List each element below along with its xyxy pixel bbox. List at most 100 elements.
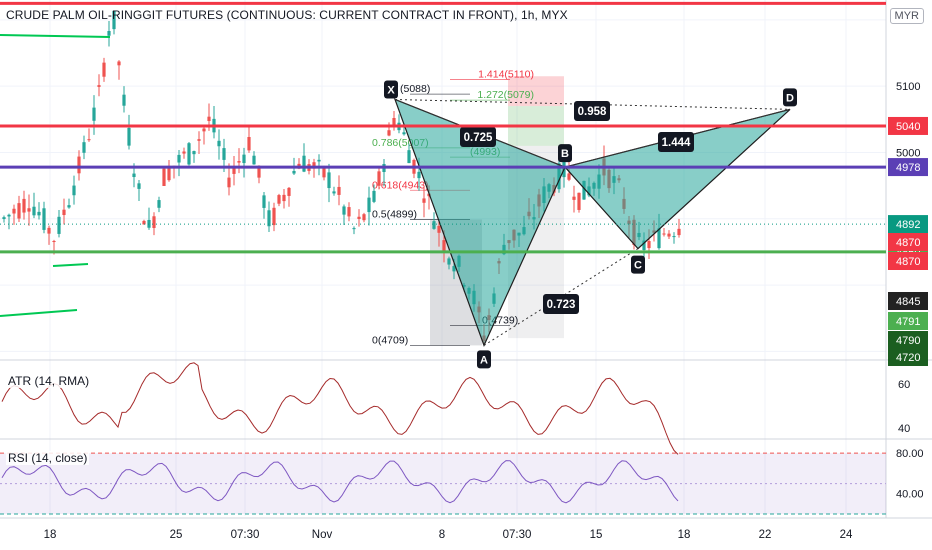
rsi-indicator-label[interactable]: RSI (14, close) — [6, 451, 90, 465]
chart-title: CRUDE PALM OIL-RINGGIT FUTURES (CONTINUO… — [6, 8, 568, 22]
ratio-box — [460, 127, 496, 147]
pattern-point-a: A — [480, 354, 488, 366]
stop-box — [508, 76, 564, 107]
time-tick-label: Nov — [312, 529, 333, 541]
candle — [242, 147, 246, 178]
candle-body — [137, 183, 141, 189]
candle-body — [437, 225, 441, 233]
candle-body — [302, 155, 306, 172]
candle-body — [392, 118, 396, 127]
candle-body — [677, 228, 681, 236]
candle — [202, 126, 206, 145]
candle — [342, 204, 346, 225]
candle-body — [217, 140, 221, 147]
candle-body — [27, 208, 31, 212]
candle — [672, 232, 676, 244]
candle — [327, 163, 331, 203]
candle-body — [207, 116, 211, 122]
candle-body — [452, 266, 456, 272]
candle — [12, 204, 16, 225]
price-badge: 4892 — [896, 219, 920, 231]
candle-body — [292, 170, 296, 174]
candle-body — [82, 142, 86, 153]
candle-body — [357, 216, 361, 219]
candle — [437, 221, 441, 247]
candle-body — [582, 180, 586, 200]
candle-body — [127, 127, 131, 146]
candle-body — [102, 62, 106, 77]
candle — [87, 128, 91, 142]
price-tick-label: 5000 — [896, 147, 920, 159]
candle-body — [242, 154, 246, 164]
candle — [32, 192, 36, 219]
price-badge-bg — [888, 348, 928, 366]
candle-body — [387, 130, 391, 136]
candle-body — [117, 61, 121, 66]
candle-body — [247, 136, 251, 151]
pattern-point-box — [631, 255, 645, 274]
candle-body — [272, 207, 276, 226]
candle — [247, 127, 251, 153]
time-tick-label: 07:30 — [231, 529, 260, 541]
candle-body — [317, 159, 321, 162]
candle-body — [152, 216, 156, 229]
candle-body — [407, 150, 411, 164]
candle-body — [367, 197, 371, 213]
candle — [37, 202, 41, 220]
candle — [267, 201, 271, 233]
candle — [282, 189, 286, 209]
fib-level-label: 0(4709) — [372, 334, 408, 346]
price-tick-label: 5100 — [896, 81, 920, 93]
level-price-badge: 4978 — [896, 162, 920, 174]
candle — [187, 141, 191, 166]
candle-body — [142, 220, 146, 225]
candle — [97, 74, 101, 97]
candle-body — [337, 186, 341, 195]
candle — [17, 195, 21, 222]
candle-body — [72, 185, 76, 196]
candle-body — [32, 206, 36, 216]
atr-tick-label: 60 — [898, 379, 910, 391]
time-tick-label: 18 — [678, 529, 691, 541]
candle-body — [447, 258, 451, 265]
candle-body — [422, 198, 426, 203]
candle-body — [347, 207, 351, 217]
candle-body — [327, 172, 331, 189]
candle — [82, 135, 86, 160]
candle-body — [257, 165, 261, 178]
price-badge: 4870 — [896, 237, 920, 249]
fib-level-label: 0.5(4899) — [372, 208, 417, 220]
price-badge: 4791 — [896, 316, 920, 328]
candle-body — [202, 128, 206, 132]
candle-body — [177, 154, 181, 163]
candle-body — [12, 208, 16, 214]
trendline-segment — [52, 263, 89, 267]
time-tick-label: 8 — [439, 529, 445, 541]
atr-line — [1, 362, 679, 455]
time-tick-label: 07:30 — [503, 529, 532, 541]
candle-body — [2, 217, 6, 220]
candle — [357, 209, 361, 227]
candle-body — [192, 151, 196, 155]
level-price-badge: 5040 — [896, 121, 920, 133]
candle-body — [572, 196, 576, 200]
candle — [112, 10, 116, 35]
candle — [197, 131, 201, 155]
currency-badge[interactable]: MYR — [889, 8, 924, 24]
candle-body — [352, 228, 356, 230]
atr-indicator-label[interactable]: ATR (14, RMA) — [6, 374, 92, 388]
price-badge: 4845 — [896, 296, 920, 308]
candle-body — [377, 171, 381, 186]
pattern-point-box — [477, 350, 491, 369]
candle-body — [667, 233, 671, 237]
candle — [177, 149, 181, 177]
fib-level-label: 1.272(5079) — [477, 89, 534, 101]
candle — [252, 151, 256, 165]
candle — [137, 179, 141, 202]
candle — [277, 193, 281, 207]
candle — [447, 256, 451, 270]
candle-body — [22, 198, 26, 213]
candle-body — [37, 211, 41, 216]
price-badge-bg — [888, 116, 928, 135]
